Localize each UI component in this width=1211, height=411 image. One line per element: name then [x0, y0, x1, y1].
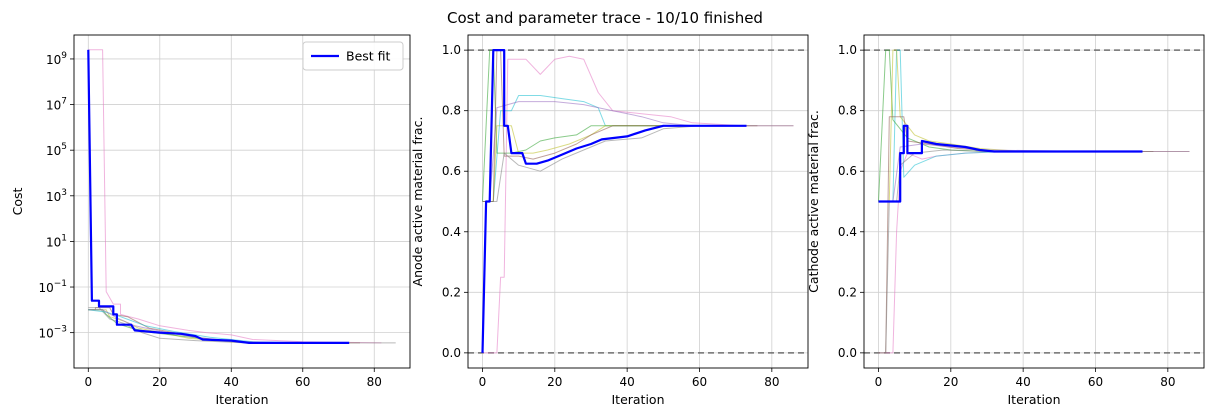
x-tick-label: 0 — [875, 375, 883, 389]
series-line-trace — [482, 101, 693, 202]
x-tick-label: 20 — [943, 375, 958, 389]
y-tick-label: 0.4 — [442, 225, 461, 239]
series-line-trace — [482, 49, 714, 202]
y-tick-label: 103 — [46, 188, 67, 204]
x-tick-label: 0 — [84, 375, 92, 389]
series-line-trace — [88, 49, 382, 344]
y-tick-label: 0.8 — [442, 104, 461, 118]
y-tick-label: 0.0 — [442, 346, 461, 360]
y-tick-label: 10−3 — [38, 325, 67, 341]
y-tick-label: 0.2 — [838, 285, 857, 299]
series-line-trace — [878, 49, 1096, 202]
anode-panel: 0 20 40 60 80 0.0 0.2 0.4 0.6 0.8 1.0 Iteration Anod… — [410, 34, 809, 407]
y-tick-label: 107 — [46, 97, 67, 113]
y-tick-label: 0.6 — [838, 164, 857, 178]
x-tick-label: 40 — [620, 375, 635, 389]
x-axis-label: Iteration — [1007, 392, 1060, 407]
y-axis-label: Cathode active material frac. — [806, 110, 821, 293]
y-tick-label: 109 — [46, 51, 67, 67]
plot-frame — [863, 34, 1205, 369]
cathode-panel: 0 20 40 60 80 0.0 0.2 0.4 0.6 0.8 1.0 Iteration Cath… — [806, 34, 1205, 407]
x-tick-label: 80 — [1160, 375, 1175, 389]
x-tick-label: 40 — [1016, 375, 1031, 389]
y-tick-label: 0.6 — [442, 164, 461, 178]
series-line-trace — [878, 49, 1132, 202]
x-tick-label: 80 — [764, 375, 779, 389]
series-line-trace — [482, 95, 700, 202]
y-tick-label: 0.4 — [838, 225, 857, 239]
y-tick-label: 1.0 — [838, 43, 857, 57]
series-line-best-fit — [481, 49, 747, 353]
y-tick-label: 101 — [46, 233, 67, 249]
x-tick-label: 20 — [547, 375, 562, 389]
series-line-trace — [482, 49, 758, 202]
series-line-best-fit — [878, 124, 1143, 203]
y-tick-label: 0.8 — [838, 104, 857, 118]
x-tick-label: 0 — [479, 375, 487, 389]
x-tick-label: 40 — [224, 375, 239, 389]
figure-title: Cost and parameter trace - 10/10 finishe… — [447, 9, 763, 27]
x-tick-label: 20 — [152, 375, 167, 389]
y-axis-label: Cost — [10, 188, 25, 216]
x-tick-label: 60 — [692, 375, 707, 389]
plot-frame — [73, 34, 411, 369]
y-tick-label: 0.0 — [838, 346, 857, 360]
x-tick-label: 80 — [367, 375, 382, 389]
x-axis-label: Iteration — [215, 392, 268, 407]
series-line-trace — [482, 55, 794, 354]
y-tick-label: 10−1 — [38, 279, 67, 295]
series-line-best-fit — [87, 49, 350, 344]
y-tick-label: 1.0 — [442, 43, 461, 57]
legend-box — [302, 41, 404, 71]
series-line-trace — [482, 125, 736, 202]
cost-panel: 0 20 40 60 80 10−3 10−1 101 103 105 107 109 Iteratio… — [10, 34, 411, 407]
y-tick-label: 105 — [46, 142, 67, 158]
y-tick-label: 0.2 — [442, 285, 461, 299]
x-tick-label: 60 — [295, 375, 310, 389]
y-axis-label: Anode active material frac. — [410, 117, 425, 287]
x-axis-label: Iteration — [611, 392, 664, 407]
plot-frame — [467, 34, 809, 369]
x-tick-label: 60 — [1088, 375, 1103, 389]
series-line-trace — [482, 125, 794, 202]
legend-label: Best fit — [346, 49, 391, 64]
